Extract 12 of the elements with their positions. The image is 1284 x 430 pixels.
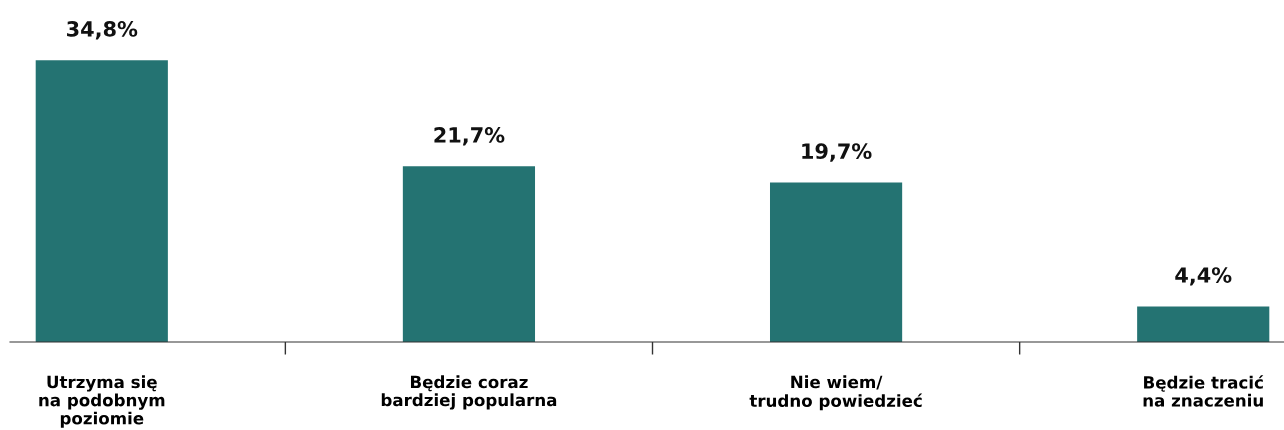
x-tick-label: Nie wiem/ trudno powiedzieć bbox=[749, 375, 923, 411]
data-label: 34,8% bbox=[67, 21, 138, 40]
bar bbox=[1137, 306, 1270, 342]
data-label: 21,7% bbox=[434, 127, 505, 146]
bar bbox=[769, 182, 903, 342]
data-label: 19,7% bbox=[802, 143, 872, 162]
x-tick-label: Będzie tracić na znaczeniu bbox=[1143, 375, 1264, 407]
bar bbox=[402, 166, 536, 342]
bar bbox=[35, 60, 168, 342]
x-tick-label: Będzie coraz bardziej popularna bbox=[381, 375, 557, 410]
data-label: 4,4% bbox=[1175, 267, 1232, 286]
x-tick-label: Utrzyma się na podobnym poziomie bbox=[39, 375, 165, 428]
